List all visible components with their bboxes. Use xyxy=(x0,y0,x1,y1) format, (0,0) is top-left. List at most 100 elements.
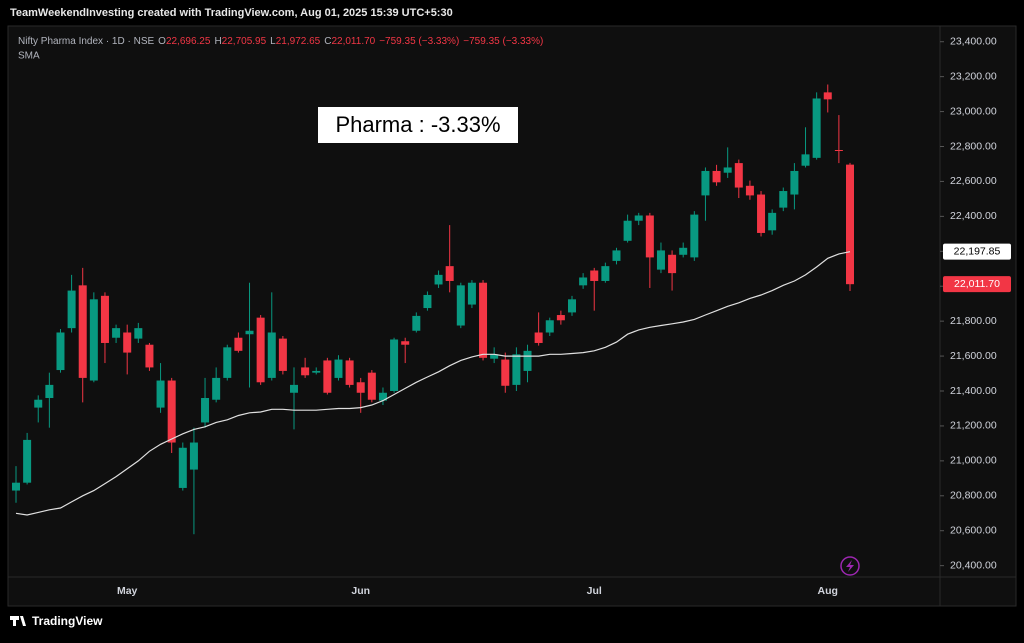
legend-key: O xyxy=(158,36,166,47)
candle-body xyxy=(178,447,187,488)
legend-value: 22,705.95 xyxy=(222,36,267,47)
candle-body xyxy=(612,250,621,261)
price-tag xyxy=(943,276,1011,293)
candle-body xyxy=(579,277,588,286)
candle-body xyxy=(78,285,87,378)
candle-body xyxy=(323,360,332,393)
plot: 20,400.00 20,600.00 20,800.00 21,000.00 21,2… xyxy=(12,35,1011,597)
candle-body xyxy=(201,397,210,423)
candle-body xyxy=(412,315,421,331)
y-tick-label: 20,400.00 xyxy=(950,559,997,571)
legend-value: 21,972.65 xyxy=(276,36,321,47)
candle-body xyxy=(67,290,76,329)
candle-body xyxy=(45,384,54,398)
candle-body xyxy=(234,337,243,351)
candle-body xyxy=(123,332,132,353)
candle-body xyxy=(267,332,276,378)
candle-body xyxy=(134,328,143,339)
candle-body xyxy=(701,170,710,196)
candle-body xyxy=(723,167,732,173)
candle-body xyxy=(145,344,154,368)
y-tick-label: 21,000.00 xyxy=(950,455,997,467)
candle-body xyxy=(745,185,754,196)
candle-body xyxy=(256,317,265,383)
y-tick-label: 20,600.00 xyxy=(950,525,997,537)
sma-line xyxy=(15,251,851,516)
candle-body xyxy=(479,282,488,358)
footer-brand: TradingView xyxy=(32,614,103,628)
candle-body xyxy=(790,170,799,195)
y-tick-label: 23,200.00 xyxy=(950,70,997,82)
candle-body xyxy=(812,98,821,158)
candle-body xyxy=(490,354,499,359)
candle-body xyxy=(89,299,98,381)
candle-body xyxy=(846,164,854,285)
candle-body xyxy=(801,154,810,166)
candle-body xyxy=(434,274,443,285)
candle-body xyxy=(545,320,554,333)
y-tick-label: 22,400.00 xyxy=(950,210,997,222)
candle-body xyxy=(312,370,321,373)
candle-body xyxy=(712,170,721,183)
candle-body xyxy=(823,92,832,100)
x-tick-label: Aug xyxy=(818,585,838,597)
legend-value: 22,696.25 xyxy=(166,36,211,47)
x-tick-label: May xyxy=(117,585,138,597)
price-tag-label: 22,011.70 xyxy=(954,278,1000,290)
candle-body xyxy=(668,254,677,274)
candle-body xyxy=(401,341,410,345)
candle-body xyxy=(212,377,221,400)
y-tick-label: 21,800.00 xyxy=(950,315,997,327)
candle-body xyxy=(534,332,543,343)
candle-body xyxy=(56,332,65,371)
candle-body xyxy=(623,220,632,241)
candle-body xyxy=(112,328,121,338)
candle-body xyxy=(501,359,510,386)
y-tick-label: 21,600.00 xyxy=(950,350,997,362)
candle-body xyxy=(656,250,665,270)
annotation-box xyxy=(318,107,518,143)
header: TeamWeekendInvesting created with Tradin… xyxy=(10,7,453,19)
candle-body xyxy=(12,482,20,491)
candle-body xyxy=(734,163,743,188)
legend-key: L xyxy=(270,36,276,47)
candle-body xyxy=(356,382,365,393)
candle-body xyxy=(834,149,843,151)
y-tick-label: 21,400.00 xyxy=(950,385,997,397)
candle-body xyxy=(467,282,476,305)
candle-body xyxy=(768,212,777,231)
candle-body xyxy=(456,285,465,326)
legend-value: 22,011.70 xyxy=(331,36,375,47)
candle-body xyxy=(556,315,565,321)
candle-body xyxy=(290,384,298,393)
legend-symbol: Nifty Pharma Index · 1D · NSE xyxy=(18,36,154,47)
candle-body xyxy=(679,247,688,255)
annotation: Pharma : -3.33% xyxy=(335,112,500,137)
replay-icon[interactable] xyxy=(840,556,860,576)
legend-change: −759.35 (−3.33%) xyxy=(379,36,459,47)
x-tick-label: Jun xyxy=(351,585,370,597)
candle-body xyxy=(167,380,176,443)
legend-key: C xyxy=(324,36,331,47)
candle-body xyxy=(590,270,599,281)
y-tick-label: 21,200.00 xyxy=(950,420,997,432)
candle-body xyxy=(345,360,354,385)
sma-tag-label: 22,197.85 xyxy=(954,245,1001,257)
candle-body xyxy=(23,439,32,483)
candle-body xyxy=(34,399,43,408)
candle-body xyxy=(334,359,343,378)
candle-body xyxy=(189,442,198,470)
candle-body xyxy=(634,215,643,221)
candle-body xyxy=(278,338,287,371)
y-tick-label: 22,600.00 xyxy=(950,175,997,187)
y-tick-label: 23,400.00 xyxy=(950,35,997,47)
candle-body xyxy=(390,339,399,392)
candle-body xyxy=(690,214,699,258)
sma-tag xyxy=(943,243,1011,260)
legend-key: H xyxy=(214,36,221,47)
candle-body xyxy=(645,215,654,258)
indicator-label: SMA xyxy=(18,51,40,62)
candle-body xyxy=(757,194,766,233)
x-tick-label: Jul xyxy=(587,585,602,597)
